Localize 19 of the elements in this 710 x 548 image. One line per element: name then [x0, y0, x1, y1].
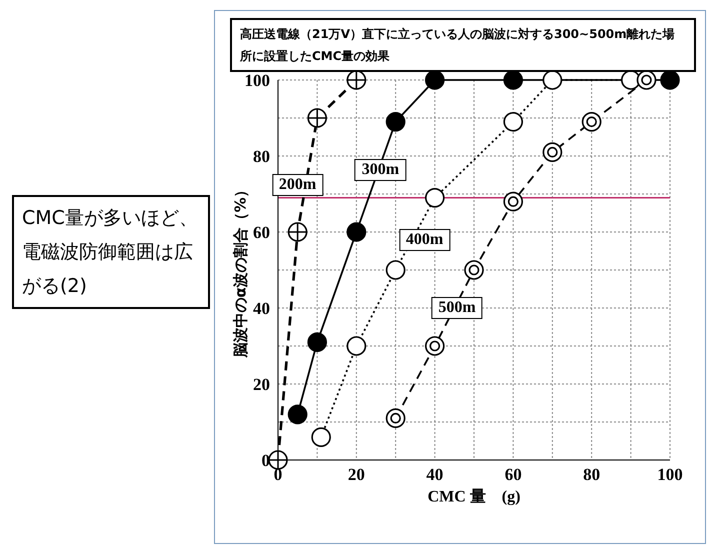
- y-tick-label: 40: [253, 299, 270, 318]
- series-label: 200m: [272, 174, 324, 196]
- y-tick-label: 100: [244, 71, 270, 90]
- x-axis-title: CMC 量 (g): [428, 488, 520, 506]
- x-tick-label: 60: [504, 465, 522, 484]
- y-tick-label: 60: [253, 223, 270, 242]
- series-label: 300m: [354, 159, 406, 181]
- y-tick-label: 20: [253, 375, 270, 394]
- y-tick-label: 80: [253, 147, 270, 166]
- x-tick-label: 20: [348, 465, 365, 484]
- x-tick-label: 0: [274, 465, 282, 484]
- x-tick-label: 40: [426, 465, 444, 484]
- chart-title: 高圧送電線（21万V）直下に立っている人の脳波に対する300~500m離れた場所に設置したCMC量の効果: [230, 18, 696, 72]
- y-axis-title: 脳波中のα波の割合（%）: [232, 182, 250, 358]
- x-tick-label: 100: [657, 465, 683, 484]
- series-label: 400m: [398, 229, 450, 251]
- x-tick-label: 80: [583, 465, 600, 484]
- text: CMC量が多いほど、電磁波防御範囲は広がる(2): [12, 195, 210, 309]
- series-label: 500m: [431, 297, 483, 319]
